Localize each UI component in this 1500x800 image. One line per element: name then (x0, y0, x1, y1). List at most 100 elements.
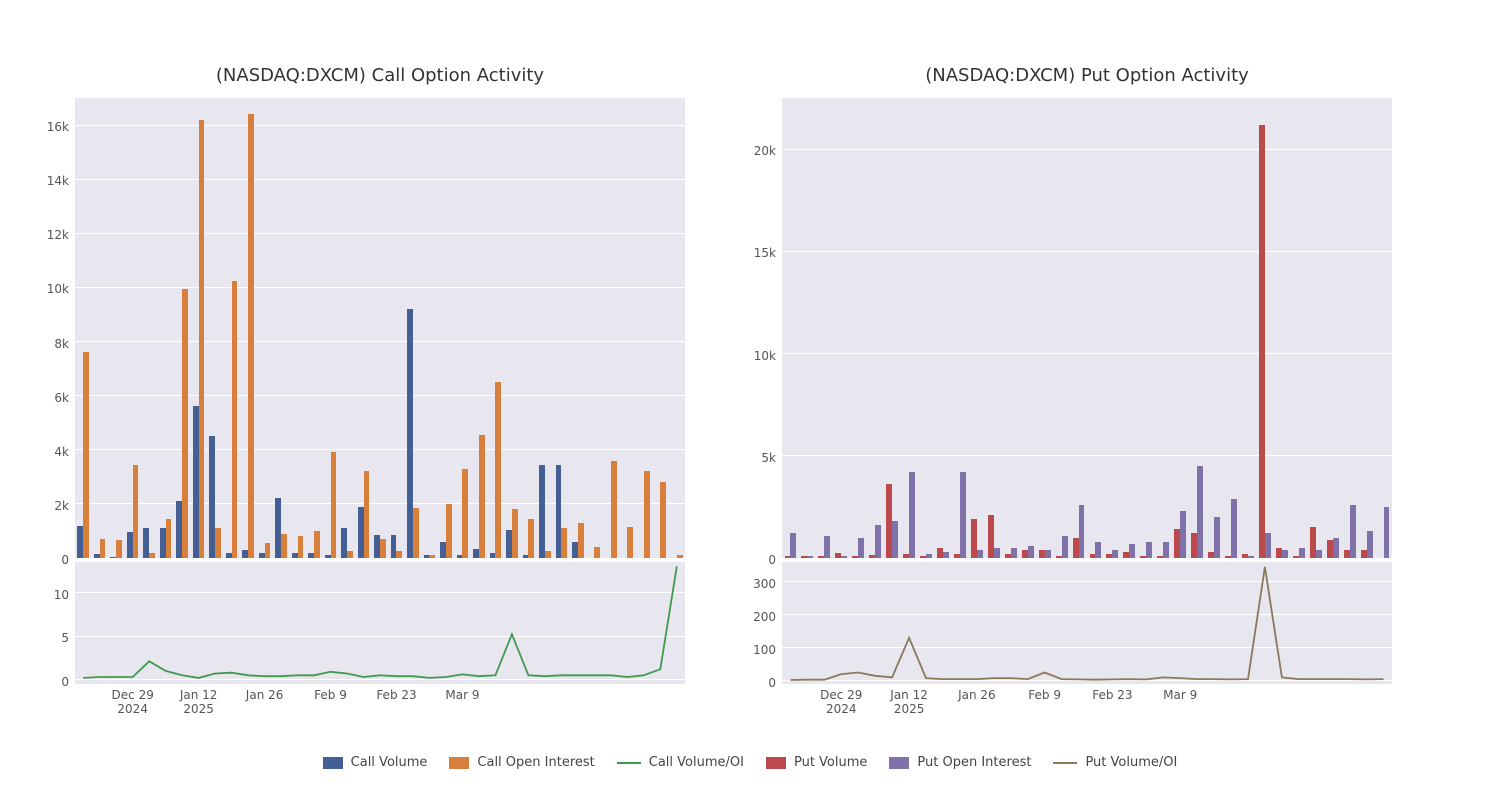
bar (824, 536, 830, 558)
bar (133, 465, 139, 558)
gridline (782, 149, 1392, 150)
bar (182, 289, 188, 558)
bar (248, 114, 254, 558)
bar (561, 528, 567, 558)
gridline (782, 251, 1392, 252)
bar (1282, 550, 1288, 558)
bar (1079, 505, 1085, 558)
bar (1333, 538, 1339, 558)
legend-label: Call Volume (351, 755, 428, 770)
x-tick-label: Jan 12 (890, 688, 928, 702)
gridline (782, 455, 1392, 456)
legend-item: Call Volume (323, 755, 428, 770)
bar (594, 547, 600, 558)
x-year-label: 2025 (183, 702, 214, 716)
bar (1045, 550, 1051, 558)
x-year-label: 2024 (117, 702, 148, 716)
bar (790, 533, 796, 558)
bar (1384, 507, 1390, 558)
bar (149, 553, 155, 558)
gridline (75, 125, 685, 126)
bar (232, 281, 238, 558)
bar (314, 531, 320, 558)
y-tick-label: 10k (726, 349, 776, 363)
y-tick-label: 300 (726, 577, 776, 591)
bar (1367, 531, 1373, 558)
plot-area (782, 562, 1392, 684)
put-chart-title: (NASDAQ:DXCM) Put Option Activity (782, 65, 1392, 86)
bar (1265, 533, 1271, 558)
bar (347, 551, 353, 558)
x-tick-label: Mar 9 (1163, 688, 1197, 702)
y-tick-label: 6k (19, 391, 69, 405)
call-chart-title: (NASDAQ:DXCM) Call Option Activity (75, 65, 685, 86)
plot-area (75, 562, 685, 684)
y-tick-label: 20k (726, 144, 776, 158)
bar (1011, 548, 1017, 558)
plot-area (75, 98, 685, 558)
bar (1062, 536, 1068, 558)
bar (1163, 542, 1169, 558)
x-tick-label: Jan 26 (958, 688, 996, 702)
y-tick-label: 10 (19, 588, 69, 602)
plot-area (782, 98, 1392, 558)
legend-label: Put Open Interest (917, 755, 1031, 770)
bar (1350, 505, 1356, 558)
y-tick-label: 0 (19, 675, 69, 689)
legend-line (1053, 762, 1077, 764)
gridline (75, 449, 685, 450)
line-series (782, 562, 1392, 684)
bar (199, 120, 205, 558)
legend-swatch (449, 757, 469, 769)
bar (644, 471, 650, 558)
bar (994, 548, 1000, 558)
legend-label: Put Volume/OI (1085, 755, 1177, 770)
bar (892, 521, 898, 558)
gridline (75, 341, 685, 342)
bar (479, 435, 485, 558)
bar (677, 555, 683, 558)
y-tick-label: 2k (19, 499, 69, 513)
x-tick-label: Feb 23 (1092, 688, 1132, 702)
y-tick-label: 0 (726, 553, 776, 567)
bar (858, 538, 864, 558)
y-tick-label: 0 (19, 553, 69, 567)
bar (1112, 550, 1118, 558)
bar (281, 534, 287, 558)
y-tick-label: 15k (726, 246, 776, 260)
line-series (75, 562, 685, 684)
legend-swatch (889, 757, 909, 769)
y-tick-label: 4k (19, 445, 69, 459)
bar (83, 352, 89, 558)
bar (331, 452, 337, 558)
bar (512, 509, 518, 558)
legend-item: Call Open Interest (449, 755, 594, 770)
bar (1214, 517, 1220, 558)
legend-item: Put Volume/OI (1053, 755, 1177, 770)
gridline (75, 503, 685, 504)
bar (446, 504, 452, 558)
legend-item: Put Open Interest (889, 755, 1031, 770)
y-tick-label: 5k (726, 451, 776, 465)
bar (396, 551, 402, 558)
bar (1259, 125, 1265, 558)
x-year-label: 2024 (826, 702, 857, 716)
bar (215, 528, 221, 558)
bar (960, 472, 966, 558)
x-tick-label: Dec 29 (820, 688, 862, 702)
y-tick-label: 10k (19, 282, 69, 296)
bar (116, 540, 122, 558)
y-tick-label: 16k (19, 120, 69, 134)
legend-swatch (323, 757, 343, 769)
y-tick-label: 0 (726, 676, 776, 690)
bar (166, 519, 172, 558)
bar (1231, 499, 1237, 558)
bar (429, 555, 435, 558)
bar (100, 539, 106, 558)
bar (545, 551, 551, 558)
y-tick-label: 14k (19, 174, 69, 188)
bar (977, 550, 983, 558)
bar (1316, 550, 1322, 558)
x-year-label: 2025 (894, 702, 925, 716)
bar (611, 461, 617, 558)
